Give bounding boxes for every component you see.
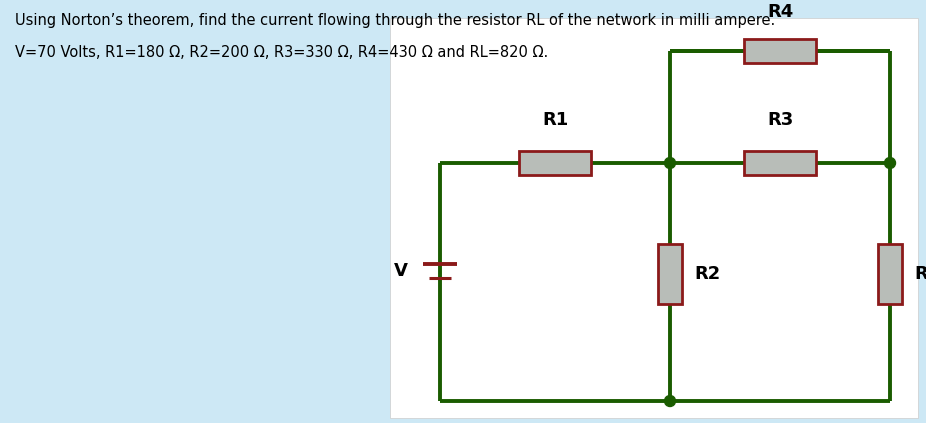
Bar	[878, 244, 902, 304]
Text: R3: R3	[767, 111, 794, 129]
Text: R4: R4	[767, 3, 794, 21]
Circle shape	[665, 157, 675, 168]
Text: R1: R1	[542, 111, 569, 129]
Text: Using Norton’s theorem, find the current flowing through the resistor RL of the : Using Norton’s theorem, find the current…	[15, 13, 775, 28]
Text: RL: RL	[914, 265, 926, 283]
Circle shape	[665, 396, 675, 407]
FancyBboxPatch shape	[390, 18, 918, 418]
Bar	[744, 151, 816, 175]
Bar	[744, 39, 816, 63]
Text: V: V	[394, 262, 408, 280]
Text: V=70 Volts, R1=180 Ω, R2=200 Ω, R3=330 Ω, R4=430 Ω and RL=820 Ω.: V=70 Volts, R1=180 Ω, R2=200 Ω, R3=330 Ω…	[15, 45, 548, 60]
Text: R2: R2	[694, 265, 720, 283]
Bar	[519, 151, 591, 175]
Bar	[658, 244, 682, 304]
Circle shape	[884, 157, 895, 168]
